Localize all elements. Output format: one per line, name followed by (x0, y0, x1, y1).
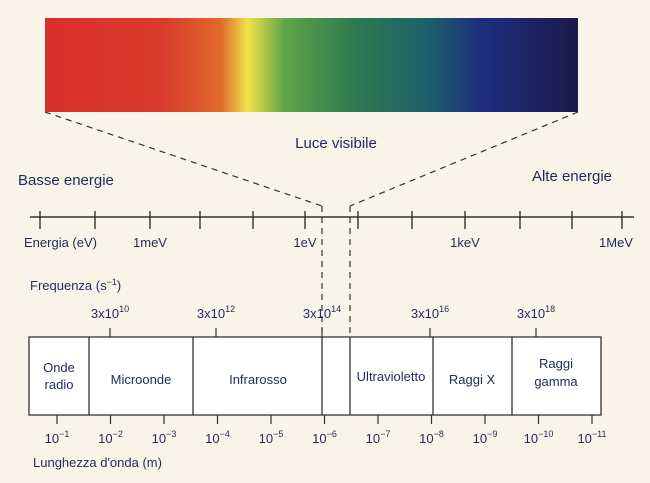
wavelength-tick-label: 10−11 (577, 429, 606, 446)
wavelength-tick-label: 10−10 (524, 429, 554, 446)
visible-spectrum-band (45, 18, 578, 112)
region-infrared: Infrarosso (229, 372, 287, 387)
energy-tick-label: 1keV (450, 235, 480, 250)
wavelength-tick-label: 10−7 (366, 429, 391, 446)
region-gamma-rays: Raggi gamma (534, 356, 578, 389)
frequency-axis-title: Frequenza (s−1) (30, 277, 121, 293)
low-energy-label: Basse energie (18, 172, 114, 189)
visible-light-funnel (44, 111, 579, 415)
wavelength-tick-label: 10−9 (473, 429, 498, 446)
energy-tick-label: 1meV (133, 235, 167, 250)
regions-bar (28, 336, 602, 416)
energy-tick-label: 1eV (293, 235, 316, 250)
wavelength-tick-label: 10−6 (312, 429, 337, 446)
frequency-tick-label: 3x1010 (91, 304, 129, 321)
frequency-tick-label: 3x1012 (197, 304, 235, 321)
energy-axis-title: Energia (eV) (24, 235, 97, 250)
wavelength-tick-label: 10−2 (98, 429, 123, 446)
energy-tick-label: 1MeV (599, 235, 633, 250)
wavelength-axis-title: Lunghezza d'onda (m) (33, 455, 162, 470)
wavelength-tick-label: 10−3 (152, 429, 177, 446)
frequency-tick-label: 3x1014 (303, 304, 341, 321)
wavelength-tick-label: 10−8 (419, 429, 444, 446)
high-energy-label: Alte energie (532, 168, 612, 185)
visible-light-label: Luce visibile (295, 135, 377, 152)
frequency-tick-label: 3x1018 (517, 304, 555, 321)
region-dividers (88, 337, 513, 415)
wavelength-tick-label: 10−5 (259, 429, 284, 446)
frequency-tick-label: 3x1016 (411, 304, 449, 321)
wavelength-tick-labels: 10−1 10−2 10−3 10−4 10−5 10−6 10−7 10−8 10−9 10−1… (45, 429, 607, 446)
region-radio-waves: Onde radio (43, 360, 75, 392)
energy-axis (30, 211, 634, 229)
wavelength-tick-label: 10−4 (205, 429, 230, 446)
frequency-ticks (109, 328, 537, 337)
region-microwaves: Microonde (111, 372, 172, 387)
wavelength-ticks (56, 415, 593, 424)
region-ultraviolet: Ultravioletto (357, 369, 426, 384)
wavelength-tick-label: 10−1 (45, 429, 70, 446)
region-x-rays: Raggi X (449, 372, 496, 387)
